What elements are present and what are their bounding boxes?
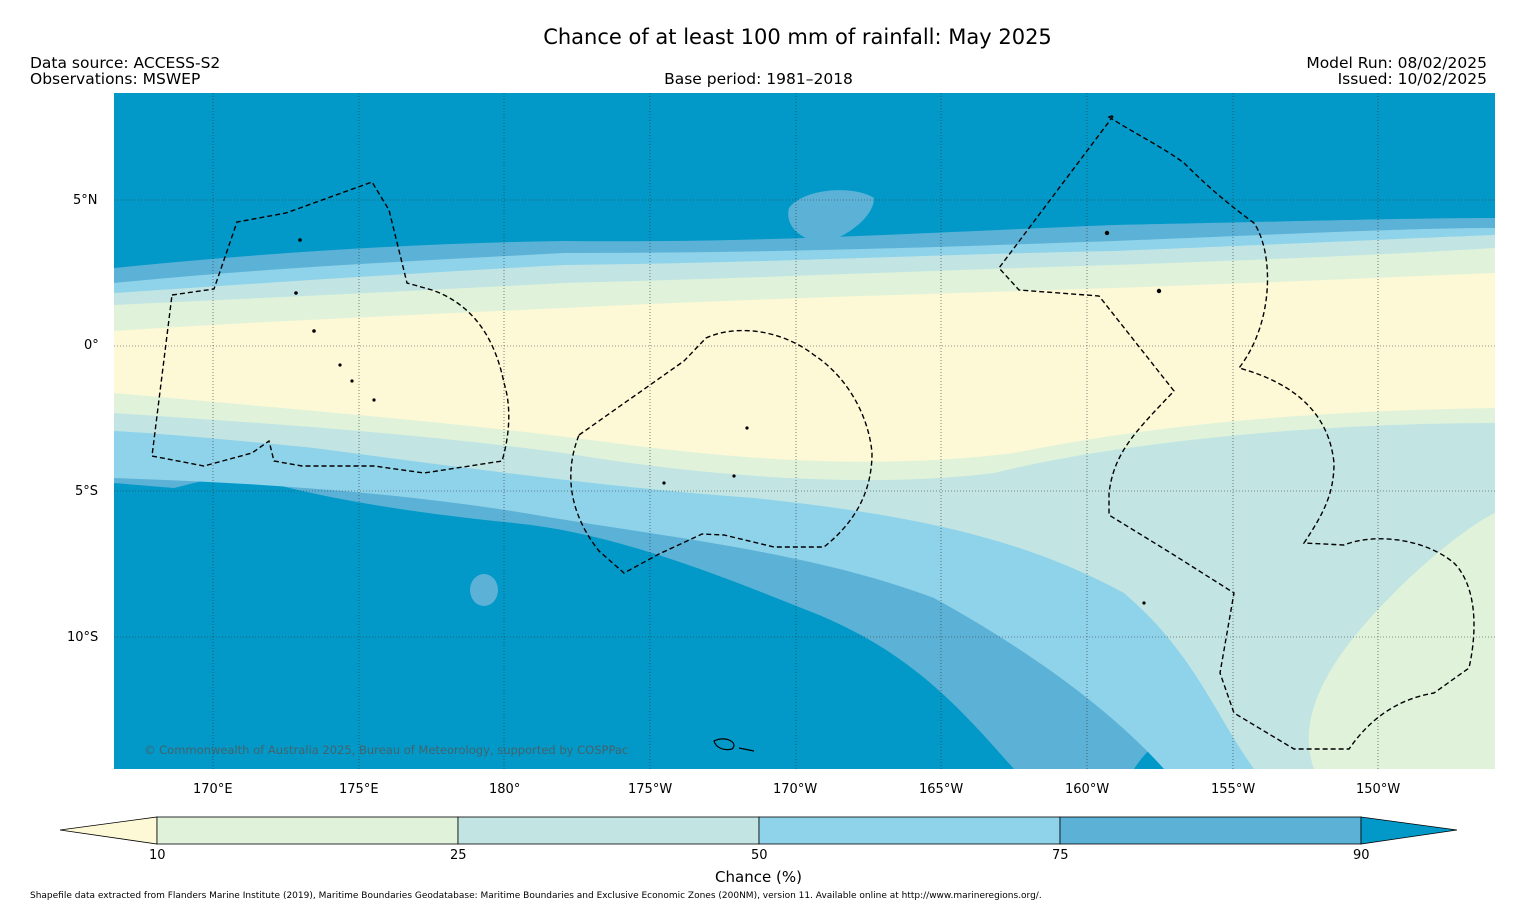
lon-label-175w: 175°W (628, 782, 673, 797)
band-below-10 (114, 273, 1495, 462)
eez-boundary-kiribati-phoenix (570, 329, 873, 574)
equatorial-patch (788, 190, 874, 243)
colorbar-tick-90: 90 (1353, 848, 1370, 863)
samoa-outline (713, 738, 755, 752)
graticule (114, 93, 1495, 769)
lon-label-165w: 165°W (919, 782, 964, 797)
map-title: Chance of at least 100 mm of rainfall: M… (543, 25, 1052, 49)
colorbar (59, 816, 1458, 845)
lon-label-170e: 170°E (193, 782, 233, 797)
colorbar-tick-25: 25 (450, 848, 467, 863)
observations-label: Observations: MSWEP (30, 70, 201, 88)
colorbar-tick-50: 50 (751, 848, 768, 863)
colorbar-segment-10-25 (156, 816, 459, 845)
lon-label-160w: 160°W (1065, 782, 1110, 797)
issued-label: Issued: 10/02/2025 (1337, 70, 1487, 88)
data-source-label: Data source: ACCESS-S2 (30, 54, 221, 72)
model-run-label: Model Run: 08/02/2025 (1306, 54, 1487, 72)
colorbar-segment-50-75 (758, 816, 1061, 845)
colorbar-segment-75-90 (1059, 816, 1362, 845)
lon-label-155w: 155°W (1211, 782, 1256, 797)
footnote: Shapefile data extracted from Flanders M… (30, 891, 1042, 901)
base-period-label: Base period: 1981–2018 (664, 70, 853, 88)
lat-label-0: 0° (84, 338, 99, 353)
colorbar-segment-25-50 (457, 816, 760, 845)
lat-label-5s: 5°S (75, 484, 99, 499)
colorbar-segment-above-90 (1360, 816, 1458, 845)
colorbar-tick-10: 10 (149, 848, 166, 863)
island-patch (470, 574, 498, 606)
lat-label-10s: 10°S (67, 630, 99, 645)
lon-label-150w: 150°W (1356, 782, 1401, 797)
colorbar-label: Chance (%) (715, 868, 802, 886)
islands (294, 230, 1162, 605)
eez-boundary-kiribati-gilbert (151, 181, 510, 474)
lon-label-175e: 175°E (339, 782, 379, 797)
eez-boundary-kiribati-line (998, 113, 1475, 750)
colorbar-tick-75: 75 (1052, 848, 1069, 863)
southern-patch (1114, 552, 1264, 607)
lon-label-180: 180° (489, 782, 521, 797)
colorbar-segment-below-10 (59, 816, 158, 845)
lat-label-5n: 5°N (73, 193, 98, 208)
rainfall-map: © Commonwealth of Australia 2025, Bureau… (114, 93, 1495, 769)
copyright-notice: © Commonwealth of Australia 2025, Bureau… (144, 743, 628, 757)
lon-label-170w: 170°W (773, 782, 818, 797)
